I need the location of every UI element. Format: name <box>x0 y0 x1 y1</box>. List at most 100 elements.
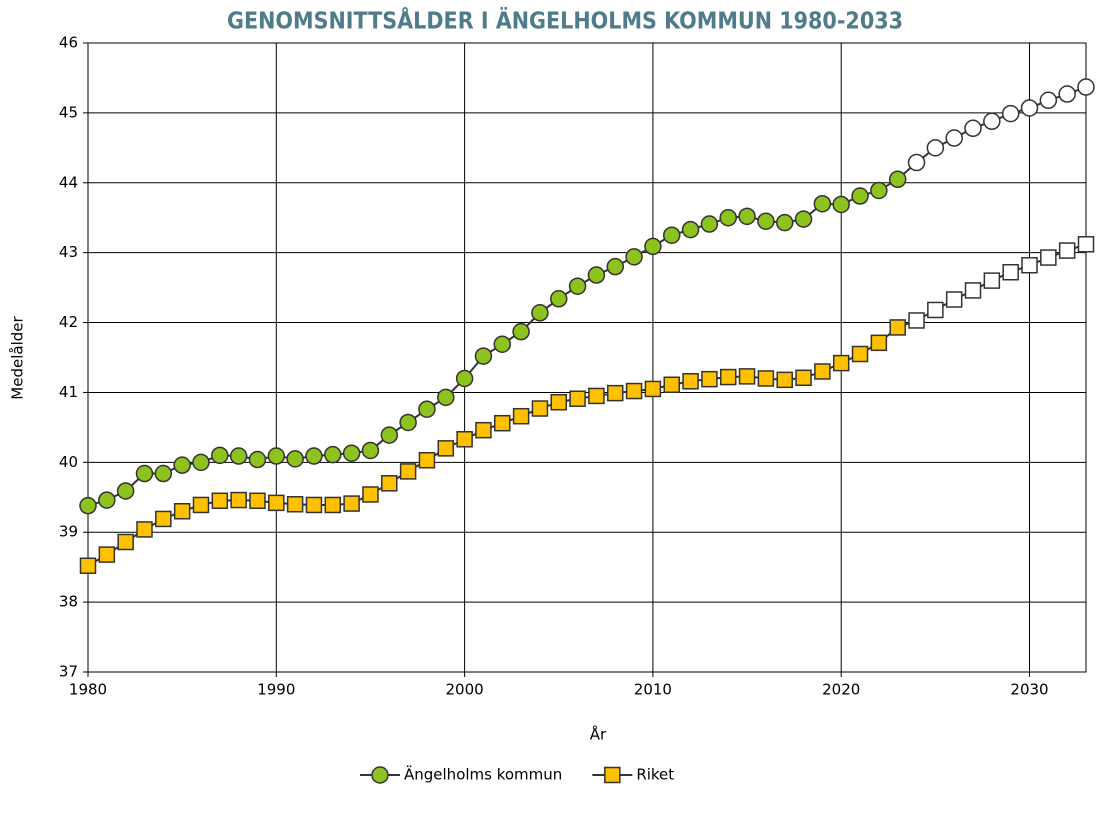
data-point <box>192 453 210 472</box>
data-point <box>983 112 1001 131</box>
data-point <box>362 486 379 503</box>
data-point <box>814 363 831 380</box>
y-tick-label: 42 <box>59 313 78 331</box>
chart-title: GENOMSNITTSÅLDER I ÄNGELHOLMS KOMMUN 198… <box>227 7 903 35</box>
data-point <box>154 464 173 483</box>
data-point <box>587 266 606 284</box>
data-point <box>719 368 737 386</box>
data-point <box>211 492 229 510</box>
y-tick-label: 46 <box>59 34 78 52</box>
data-point <box>381 475 398 492</box>
data-point <box>663 376 680 394</box>
data-point <box>795 369 812 387</box>
data-point <box>474 347 493 365</box>
data-point <box>305 496 323 514</box>
data-point <box>494 414 511 432</box>
data-point <box>1058 85 1076 103</box>
data-point <box>964 119 982 138</box>
data-point <box>682 373 699 390</box>
data-point <box>248 450 267 469</box>
data-point <box>455 369 474 388</box>
data-point <box>701 370 718 388</box>
data-point <box>775 213 794 232</box>
y-tick-label: 43 <box>59 243 78 261</box>
data-point <box>851 345 869 363</box>
data-point <box>418 400 436 418</box>
data-point <box>1039 91 1058 110</box>
data-point <box>832 354 850 372</box>
x-tick-label: 2000 <box>446 681 484 699</box>
data-point <box>173 456 191 474</box>
x-tick-label: 2020 <box>822 681 860 699</box>
plot-area <box>87 42 1087 673</box>
data-point <box>662 226 681 244</box>
data-point <box>1040 249 1057 266</box>
data-point <box>1058 242 1076 259</box>
y-tick-label: 38 <box>59 593 78 611</box>
data-point <box>229 447 248 465</box>
y-tick-label: 44 <box>59 173 78 191</box>
y-tick-label: 39 <box>59 523 78 541</box>
data-point <box>117 533 134 551</box>
data-point <box>757 370 775 387</box>
data-point <box>399 413 417 432</box>
data-point <box>1001 104 1020 123</box>
data-point <box>644 237 662 256</box>
data-point <box>324 445 342 464</box>
data-point <box>700 215 719 233</box>
data-point <box>136 521 153 538</box>
y-tick-label: 41 <box>59 383 78 401</box>
data-point <box>606 384 624 402</box>
legend-label: Riket <box>636 766 674 784</box>
data-point <box>79 496 97 515</box>
data-point <box>794 210 813 228</box>
data-point <box>267 447 286 465</box>
data-point <box>531 400 549 417</box>
data-point <box>512 322 530 341</box>
x-tick-label: 1980 <box>69 681 107 699</box>
x-tick-label: 1990 <box>257 681 295 699</box>
y-tick-label: 40 <box>59 453 78 471</box>
data-point <box>738 368 756 385</box>
data-point <box>399 463 417 480</box>
y-axis-label: Medelålder <box>9 315 27 399</box>
data-point <box>268 494 285 512</box>
data-point <box>98 546 116 563</box>
x-tick-label: 2030 <box>1010 681 1048 699</box>
data-point <box>456 431 473 448</box>
data-point <box>945 291 963 308</box>
data-point <box>964 282 982 299</box>
data-point <box>1077 78 1095 96</box>
data-point <box>1021 256 1038 274</box>
data-point <box>286 450 304 468</box>
data-point <box>361 441 380 460</box>
data-point <box>1002 263 1019 281</box>
data-point <box>851 187 869 205</box>
data-point <box>98 491 116 509</box>
data-point <box>606 257 624 276</box>
x-tick-label: 2010 <box>634 681 672 699</box>
data-point <box>324 496 342 514</box>
data-point <box>888 170 907 189</box>
data-point <box>757 212 775 230</box>
data-point <box>945 129 963 147</box>
y-tick-label: 45 <box>59 103 78 121</box>
data-point <box>832 195 850 214</box>
data-point <box>681 220 700 239</box>
data-point <box>889 319 906 336</box>
data-point <box>418 451 436 469</box>
data-point <box>116 482 135 500</box>
x-axis-label: År <box>590 725 607 744</box>
data-point <box>343 495 360 512</box>
data-point <box>908 312 925 329</box>
data-point <box>1077 236 1095 253</box>
data-point <box>719 208 737 227</box>
data-point <box>776 371 793 389</box>
data-point <box>738 207 756 226</box>
data-point <box>512 407 530 425</box>
data-point <box>230 491 247 509</box>
data-point <box>531 304 549 322</box>
data-point <box>870 334 888 352</box>
data-point <box>437 440 455 457</box>
